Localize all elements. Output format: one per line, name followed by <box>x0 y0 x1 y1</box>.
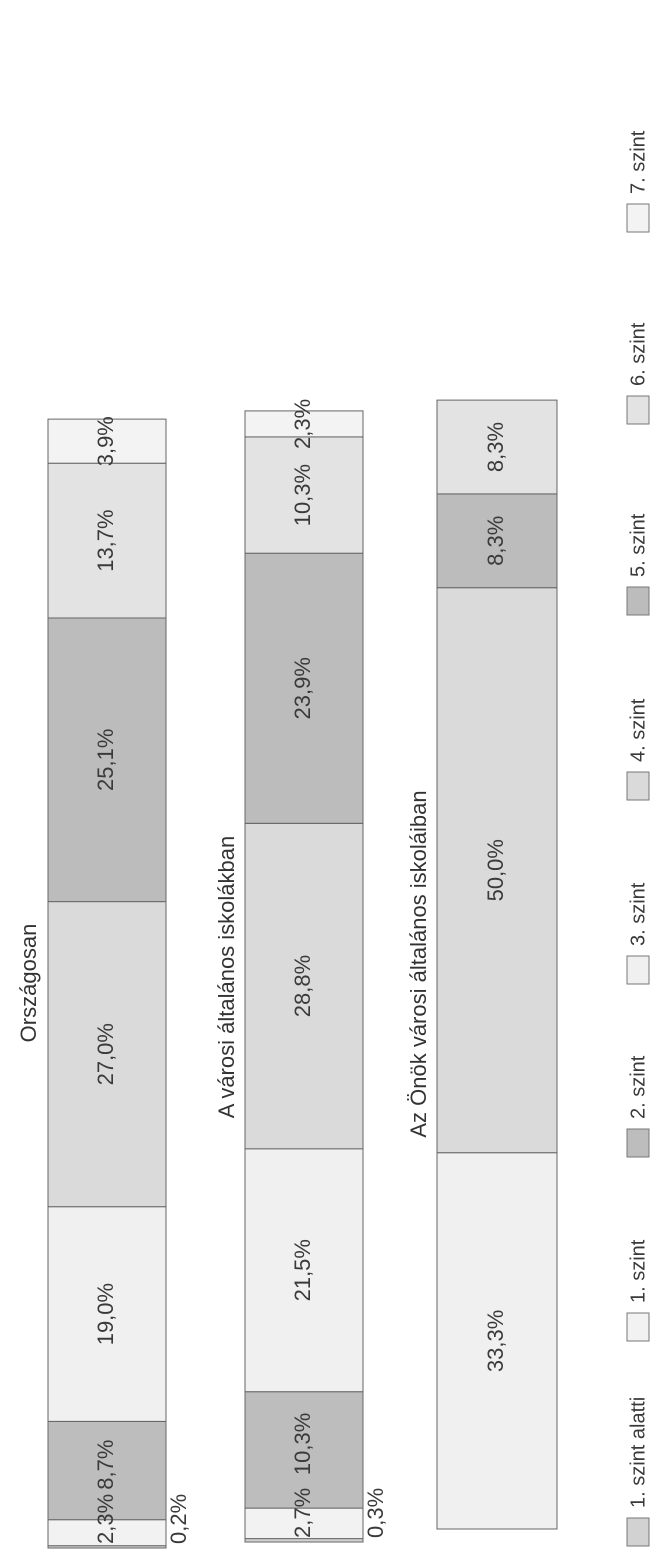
bar-segment <box>47 418 167 464</box>
bar-group-3: Az Önök városi általános iskoláiban 33,3%… <box>406 399 558 1530</box>
legend-swatch <box>626 586 650 616</box>
bar-segment <box>244 1538 364 1543</box>
legend-swatch <box>626 955 650 985</box>
legend-item: 7. szint <box>626 130 650 233</box>
data-label: 2,3% <box>290 399 315 449</box>
legend-swatch <box>626 1517 650 1547</box>
legend-item: 3. szint <box>626 882 650 985</box>
legend-label: 1. szint alatti <box>627 1397 649 1508</box>
legend-label: 6. szint <box>627 322 649 386</box>
data-label: 8,7% <box>93 1440 118 1490</box>
legend: 1. szint alatti 1. szint 2. szint 3. szint 4… <box>626 130 650 1547</box>
legend-swatch <box>626 1312 650 1342</box>
bar-title: Az Önök városi általános iskoláiban <box>406 790 431 1137</box>
legend-swatch <box>626 771 650 801</box>
data-label: 2,7% <box>290 1488 315 1538</box>
data-label: 8,3% <box>483 422 508 472</box>
data-label: 0,2% <box>166 1494 191 1544</box>
bar-group-2: A városi általános iskolákban 0,3% 2,7% 10,… <box>214 399 388 1543</box>
legend-item: 5. szint <box>626 513 650 616</box>
data-label: 28,8% <box>290 955 315 1017</box>
legend-label: 1. szint <box>627 1239 649 1303</box>
legend-label: 5. szint <box>627 513 649 577</box>
data-label: 0,3% <box>363 1488 388 1538</box>
bar-group-1: Országosan 0,2% 2,3% 8,7% 19,0% 27,0% 25,1% 13,… <box>16 416 191 1549</box>
data-label: 8,3% <box>483 516 508 566</box>
data-label: 23,9% <box>290 657 315 719</box>
data-label: 27,0% <box>93 1023 118 1085</box>
legend-item: 4. szint <box>626 698 650 801</box>
data-label: 25,1% <box>93 729 118 791</box>
bars-layer: Országosan 0,2% 2,3% 8,7% 19,0% 27,0% 25,1% 13,… <box>16 399 558 1549</box>
bar-segment <box>436 399 558 495</box>
bar-segment <box>244 410 364 438</box>
data-label: 19,0% <box>93 1283 118 1345</box>
data-label: 50,0% <box>483 839 508 901</box>
data-label: 2,3% <box>93 1494 118 1544</box>
legend-item: 1. szint alatti <box>626 1397 650 1547</box>
data-label: 13,7% <box>93 509 118 571</box>
bar-title: Országosan <box>16 924 41 1043</box>
data-label: 10,3% <box>290 1413 315 1475</box>
legend-label: 4. szint <box>627 698 649 762</box>
data-label: 3,9% <box>93 416 118 466</box>
legend-item: 2. szint <box>626 1055 650 1158</box>
bar-title: A városi általános iskolákban <box>214 836 239 1119</box>
legend-label: 7. szint <box>627 130 649 194</box>
legend-swatch <box>626 1128 650 1158</box>
legend-swatch <box>626 395 650 425</box>
legend-label: 2. szint <box>627 1055 649 1119</box>
legend-label: 3. szint <box>627 882 649 946</box>
data-label: 10,3% <box>290 464 315 526</box>
legend-swatch <box>626 203 650 233</box>
legend-item: 1. szint <box>626 1239 650 1342</box>
data-label: 33,3% <box>483 1310 508 1372</box>
data-label: 21,5% <box>290 1239 315 1301</box>
legend-item: 6. szint <box>626 322 650 425</box>
